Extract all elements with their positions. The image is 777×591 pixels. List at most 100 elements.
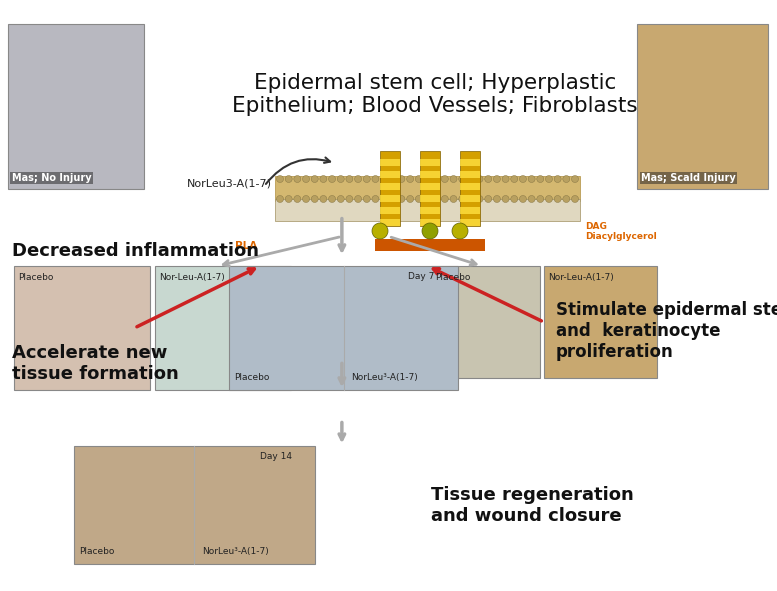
- Circle shape: [302, 196, 309, 203]
- Circle shape: [372, 196, 379, 203]
- Circle shape: [406, 176, 413, 183]
- Bar: [420, 195, 440, 202]
- Text: Nor-Leu-A(1-7): Nor-Leu-A(1-7): [548, 273, 614, 282]
- Circle shape: [398, 176, 405, 183]
- Circle shape: [354, 176, 361, 183]
- Circle shape: [502, 196, 509, 203]
- Circle shape: [450, 176, 457, 183]
- Circle shape: [346, 176, 353, 183]
- Circle shape: [502, 176, 509, 183]
- Circle shape: [294, 176, 301, 183]
- Text: NorLeu³-A(1-7): NorLeu³-A(1-7): [202, 547, 269, 556]
- Bar: [229, 266, 458, 390]
- Bar: [380, 171, 400, 178]
- Circle shape: [452, 223, 468, 239]
- Text: Placebo: Placebo: [234, 373, 270, 382]
- Circle shape: [389, 176, 396, 183]
- Circle shape: [554, 196, 561, 203]
- Text: Placebo: Placebo: [18, 273, 54, 282]
- Bar: [544, 266, 657, 378]
- Bar: [155, 266, 291, 390]
- Bar: [8, 24, 144, 189]
- Circle shape: [450, 196, 457, 203]
- Circle shape: [294, 196, 301, 203]
- Circle shape: [476, 196, 483, 203]
- Circle shape: [312, 176, 319, 183]
- Bar: [420, 183, 440, 190]
- Circle shape: [554, 176, 561, 183]
- Text: Stimulate epidermal stem cell
and  keratinocyte
proliferation: Stimulate epidermal stem cell and kerati…: [556, 301, 777, 361]
- Text: NorLeu³-A(1-7): NorLeu³-A(1-7): [351, 373, 418, 382]
- Bar: [375, 239, 485, 251]
- Circle shape: [329, 196, 336, 203]
- Circle shape: [493, 176, 500, 183]
- Circle shape: [520, 196, 527, 203]
- Bar: [460, 207, 480, 214]
- Text: NorLeu3-A(1-7): NorLeu3-A(1-7): [186, 178, 271, 188]
- Circle shape: [458, 176, 465, 183]
- Circle shape: [302, 176, 309, 183]
- Bar: [460, 171, 480, 178]
- Circle shape: [416, 196, 423, 203]
- Bar: [460, 219, 480, 226]
- Circle shape: [433, 176, 440, 183]
- Text: DAG
Diacylglycerol: DAG Diacylglycerol: [585, 222, 657, 241]
- Circle shape: [320, 176, 327, 183]
- Circle shape: [528, 196, 535, 203]
- Bar: [460, 151, 480, 226]
- Circle shape: [441, 196, 448, 203]
- Bar: [380, 151, 400, 226]
- Bar: [14, 266, 150, 390]
- Bar: [380, 219, 400, 226]
- Circle shape: [572, 176, 579, 183]
- Bar: [460, 195, 480, 202]
- Circle shape: [433, 196, 440, 203]
- Circle shape: [354, 196, 361, 203]
- Circle shape: [285, 176, 292, 183]
- Text: Accelerate new
tissue formation: Accelerate new tissue formation: [12, 344, 179, 383]
- Bar: [380, 183, 400, 190]
- Text: Tissue regeneration
and wound closure: Tissue regeneration and wound closure: [431, 486, 634, 525]
- Bar: [420, 159, 440, 166]
- Circle shape: [277, 196, 284, 203]
- Circle shape: [563, 196, 570, 203]
- Circle shape: [468, 196, 475, 203]
- Circle shape: [320, 196, 327, 203]
- Circle shape: [545, 176, 552, 183]
- Circle shape: [537, 176, 544, 183]
- Circle shape: [372, 223, 388, 239]
- Text: Mas; No Injury: Mas; No Injury: [12, 173, 92, 183]
- Circle shape: [381, 196, 388, 203]
- Circle shape: [441, 176, 448, 183]
- Bar: [420, 151, 440, 226]
- Circle shape: [337, 176, 344, 183]
- Circle shape: [398, 196, 405, 203]
- Circle shape: [346, 196, 353, 203]
- Circle shape: [424, 176, 431, 183]
- Circle shape: [364, 196, 371, 203]
- Bar: [275, 199, 580, 221]
- Circle shape: [537, 196, 544, 203]
- Bar: [380, 207, 400, 214]
- Bar: [637, 24, 768, 189]
- Circle shape: [424, 196, 431, 203]
- Circle shape: [372, 176, 379, 183]
- Text: Placebo: Placebo: [78, 547, 114, 556]
- Circle shape: [510, 176, 517, 183]
- Circle shape: [312, 196, 319, 203]
- Bar: [431, 266, 540, 378]
- Circle shape: [528, 176, 535, 183]
- Circle shape: [416, 176, 423, 183]
- Circle shape: [364, 176, 371, 183]
- Circle shape: [389, 196, 396, 203]
- Text: Placebo: Placebo: [435, 273, 471, 282]
- Text: PLA: PLA: [235, 241, 257, 251]
- Circle shape: [520, 176, 527, 183]
- Circle shape: [329, 176, 336, 183]
- Circle shape: [458, 196, 465, 203]
- Circle shape: [563, 176, 570, 183]
- Circle shape: [485, 176, 492, 183]
- Bar: [460, 159, 480, 166]
- Bar: [420, 219, 440, 226]
- Circle shape: [381, 176, 388, 183]
